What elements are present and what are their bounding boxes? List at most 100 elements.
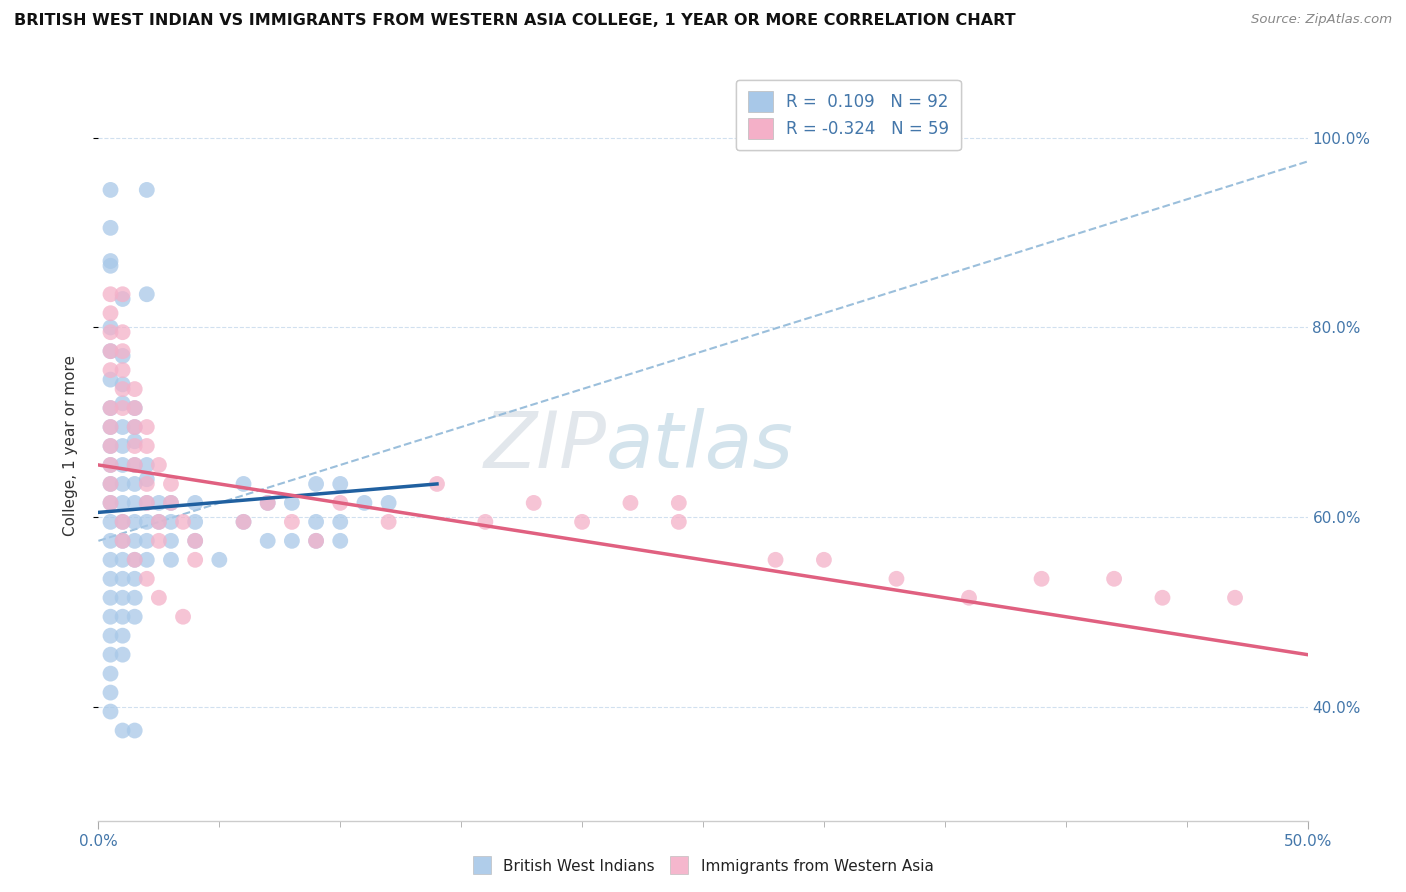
Point [124,401,146,415]
Point [957,591,980,605]
Point [124,420,146,434]
Point [160,477,183,491]
Point [111,533,134,548]
Point [124,553,146,567]
Point [256,496,278,510]
Point [886,572,908,586]
Point [111,477,134,491]
Point [124,382,146,396]
Point [100,685,122,699]
Point [111,420,134,434]
Point [124,401,146,415]
Point [135,458,157,472]
Point [124,496,146,510]
Point [619,496,641,510]
Point [377,515,399,529]
Point [124,434,146,449]
Point [305,533,328,548]
Point [111,349,134,363]
Point [135,515,157,529]
Point [135,183,157,197]
Point [172,609,194,624]
Point [111,533,134,548]
Point [111,377,134,392]
Point [208,553,231,567]
Point [232,515,254,529]
Point [100,420,122,434]
Point [111,723,134,738]
Point [135,533,157,548]
Point [111,572,134,586]
Point [100,320,122,334]
Point [100,496,122,510]
Point [135,477,157,491]
Point [160,515,183,529]
Point [523,496,546,510]
Point [232,477,254,491]
Point [100,496,122,510]
Point [329,496,352,510]
Point [135,553,157,567]
Point [329,477,352,491]
Point [111,458,134,472]
Point [100,439,122,453]
Point [1031,572,1053,586]
Point [256,496,278,510]
Point [111,609,134,624]
Point [353,496,375,510]
Point [111,553,134,567]
Point [111,591,134,605]
Point [124,420,146,434]
Point [100,325,122,339]
Point [111,648,134,662]
Point [111,401,134,415]
Point [281,533,304,548]
Point [1102,572,1125,586]
Point [474,515,496,529]
Point [184,533,207,548]
Point [124,572,146,586]
Point [100,183,122,197]
Point [160,553,183,567]
Point [160,496,183,510]
Point [124,458,146,472]
Point [100,629,122,643]
Point [100,458,122,472]
Point [305,515,328,529]
Point [135,287,157,301]
Point [111,629,134,643]
Point [148,496,170,510]
Point [281,496,304,510]
Point [329,533,352,548]
Point [100,254,122,268]
Point [305,533,328,548]
Point [305,477,328,491]
Point [100,458,122,472]
Point [111,515,134,529]
Y-axis label: College, 1 year or more: College, 1 year or more [63,356,77,536]
Point [100,344,122,359]
Point [111,325,134,339]
Point [100,533,122,548]
Point [148,515,170,529]
Point [111,496,134,510]
Point [100,259,122,273]
Point [124,477,146,491]
Point [100,477,122,491]
Point [1152,591,1174,605]
Point [135,496,157,510]
Point [668,515,690,529]
Point [111,292,134,306]
Point [329,515,352,529]
Legend: R =  0.109   N = 92, R = -0.324   N = 59: R = 0.109 N = 92, R = -0.324 N = 59 [735,79,960,151]
Point [377,496,399,510]
Point [124,609,146,624]
Point [111,344,134,359]
Point [668,496,690,510]
Point [100,401,122,415]
Text: Source: ZipAtlas.com: Source: ZipAtlas.com [1251,13,1392,27]
Point [100,609,122,624]
Point [100,705,122,719]
Point [100,591,122,605]
Point [111,439,134,453]
